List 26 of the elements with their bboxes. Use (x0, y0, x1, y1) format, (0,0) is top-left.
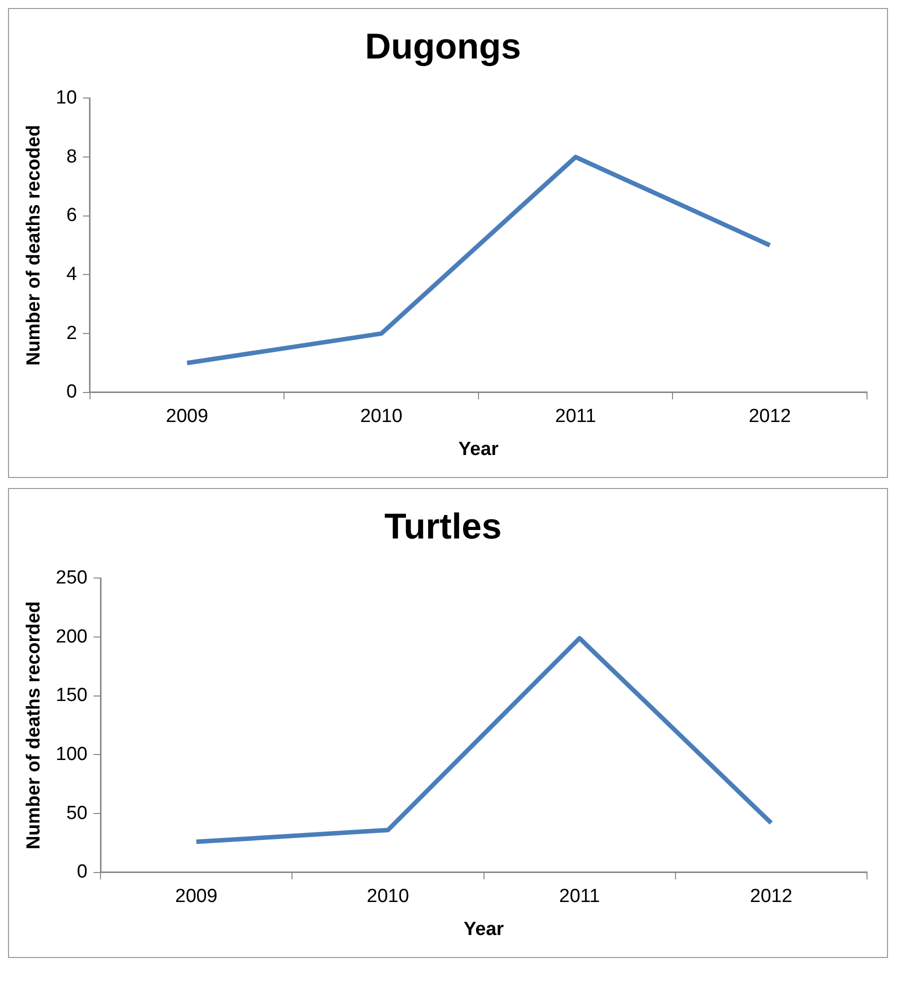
x-tick-label: 2011 (559, 886, 600, 908)
x-tick-label: 2009 (175, 886, 218, 908)
y-tick-label: 250 (56, 567, 88, 588)
y-tick-label: 0 (66, 382, 77, 403)
chart-title: Dugongs (365, 26, 521, 67)
x-tick-label: 2012 (748, 406, 792, 428)
y-tick-label: 4 (66, 264, 78, 285)
y-tick-label: 200 (56, 626, 88, 648)
y-tick-label: 2 (66, 322, 77, 344)
y-tick-label: 50 (66, 802, 88, 824)
x-tick-label: 2009 (166, 406, 208, 428)
chart-title: Turtles (384, 506, 502, 547)
x-tick-label: 2010 (366, 886, 410, 908)
x-tick-label: 2010 (360, 406, 402, 428)
x-axis-title: Year (458, 438, 500, 460)
x-tick-label: 2011 (555, 406, 596, 428)
y-axis-title: Number of deaths recorded (24, 601, 45, 850)
y-tick-label: 8 (66, 146, 77, 168)
y-tick-label: 150 (56, 685, 88, 706)
y-tick-label: 100 (56, 744, 88, 765)
y-tick-label: 0 (76, 862, 88, 883)
y-tick-label: 10 (56, 87, 77, 108)
y-tick-label: 6 (66, 205, 77, 226)
x-axis-title: Year (464, 918, 504, 940)
x-tick-label: 2012 (750, 886, 792, 908)
y-axis-title: Number of deaths recoded (24, 124, 45, 366)
